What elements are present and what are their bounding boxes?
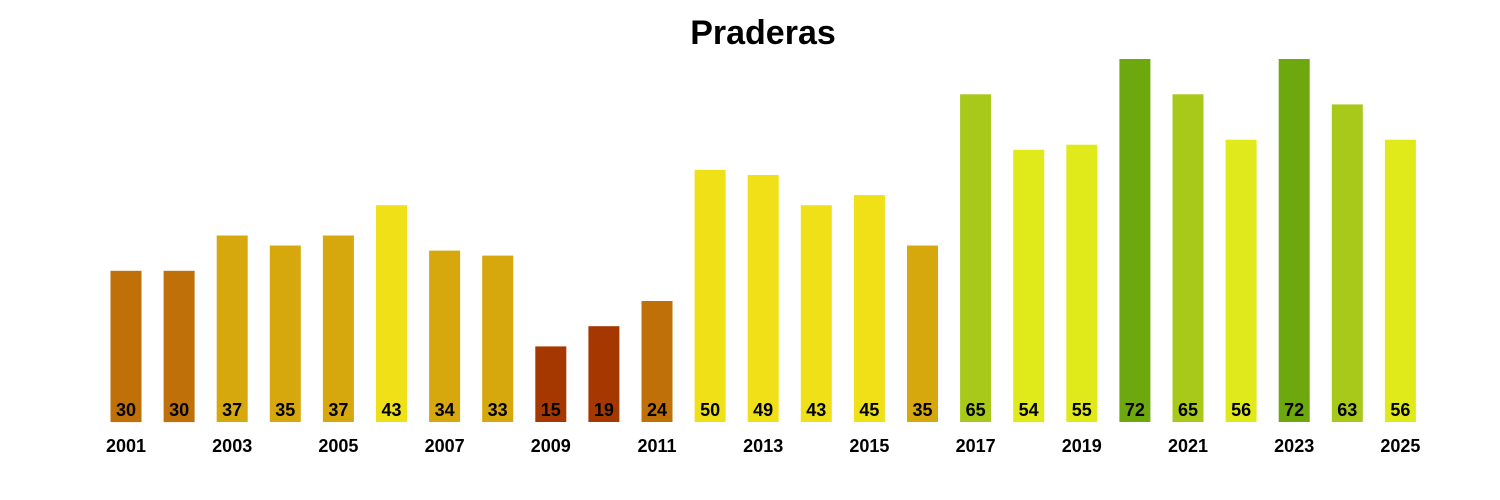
bar-2006 <box>376 205 407 422</box>
bar-2022 <box>1225 139 1257 422</box>
bar-2010 <box>588 326 620 422</box>
value-label-2001: 30 <box>116 400 136 420</box>
tick-label-2007: 2007 <box>425 436 465 456</box>
bar-2007 <box>429 250 461 422</box>
bar-2025 <box>1384 139 1416 422</box>
bar-2008 <box>482 255 514 422</box>
tick-label-2021: 2021 <box>1168 436 1208 456</box>
value-label-2003: 37 <box>222 400 242 420</box>
value-label-2017: 65 <box>966 400 986 420</box>
bar-2020 <box>1119 59 1151 422</box>
tick-label-2009: 2009 <box>531 436 571 456</box>
value-label-2006: 43 <box>381 400 401 420</box>
value-label-2008: 33 <box>488 400 508 420</box>
tick-label-2023: 2023 <box>1274 436 1314 456</box>
value-label-2009: 15 <box>541 400 561 420</box>
bar-2011 <box>641 301 673 422</box>
bar-2018 <box>1013 149 1045 423</box>
value-label-2020: 72 <box>1125 400 1145 420</box>
tick-label-2003: 2003 <box>212 436 252 456</box>
value-label-2011: 24 <box>647 400 667 420</box>
value-label-2021: 65 <box>1178 400 1198 420</box>
value-label-2019: 55 <box>1072 400 1092 420</box>
bar-2023 <box>1278 59 1310 422</box>
bar-2024 <box>1331 104 1363 423</box>
tick-label-2013: 2013 <box>743 436 783 456</box>
bar-2017 <box>960 94 992 423</box>
tick-labels-layer: 2001 2003 2005 2007 2009 2011 2013 2015 2017 2019… <box>106 436 1420 456</box>
value-label-2002: 30 <box>169 400 189 420</box>
value-label-2014: 43 <box>806 400 826 420</box>
bar-2001 <box>110 270 142 423</box>
tick-label-2015: 2015 <box>849 436 889 456</box>
tick-label-2011: 2011 <box>637 436 676 456</box>
value-label-2010: 19 <box>594 400 614 420</box>
value-label-2013: 49 <box>753 400 773 420</box>
tick-label-2001: 2001 <box>106 436 146 456</box>
bar-2003 <box>216 235 248 422</box>
bar-2014 <box>800 205 832 422</box>
bar-2004 <box>269 245 301 422</box>
value-labels-layer: 30 30 37 35 37 43 34 33 15 19 24 50 49 43 45 35 65 54 55 72… <box>116 400 1410 420</box>
value-label-2018: 54 <box>1019 400 1039 420</box>
bar-2015 <box>853 195 885 422</box>
bar-2019 <box>1066 144 1098 422</box>
bar-2013 <box>747 175 779 422</box>
value-label-2016: 35 <box>912 400 932 420</box>
bar-2021 <box>1172 94 1204 423</box>
value-label-2024: 63 <box>1337 400 1357 420</box>
tick-label-2025: 2025 <box>1380 436 1420 456</box>
value-label-2005: 37 <box>328 400 348 420</box>
bars-layer <box>110 59 1416 423</box>
chart-title: Praderas <box>690 14 836 52</box>
tick-label-2019: 2019 <box>1062 436 1102 456</box>
tick-label-2005: 2005 <box>318 436 358 456</box>
bar-2002 <box>163 270 195 423</box>
value-label-2022: 56 <box>1231 400 1251 420</box>
bar-2012 <box>694 169 726 422</box>
value-label-2023: 72 <box>1284 400 1304 420</box>
value-label-2007: 34 <box>435 400 455 420</box>
bar-2016 <box>907 245 938 422</box>
value-label-2015: 45 <box>859 400 879 420</box>
value-label-2025: 56 <box>1390 400 1410 420</box>
value-label-2004: 35 <box>275 400 295 420</box>
value-label-2012: 50 <box>700 400 720 420</box>
bar-2009 <box>535 346 567 422</box>
bar-2005 <box>322 235 354 422</box>
tick-label-2017: 2017 <box>956 436 996 456</box>
